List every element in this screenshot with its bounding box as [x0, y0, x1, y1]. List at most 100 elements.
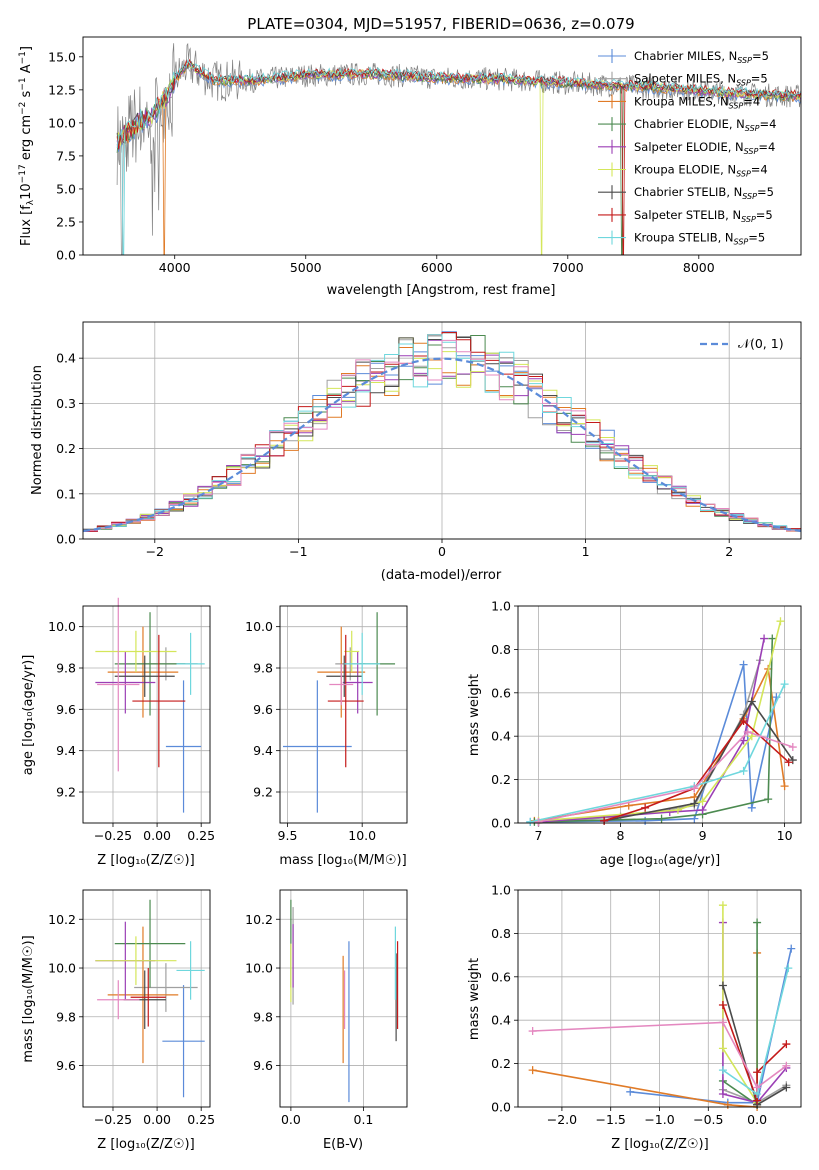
series-marker [641, 803, 650, 812]
mass_vs_ebv-axes: 0.0 0.1 9.6 9.8 10.0 10.2 [245, 912, 373, 1127]
spectrum-axes: 4000 5000 6000 7000 8000 0.0 2.5 5.0 7.5 10.0 12.5… [48, 49, 715, 275]
residuals-axes: −2 −1 0 1 2 0.0 0.1 0.2 0.3 0.4 [56, 351, 733, 559]
spectrum-ylabel-part: erg cm [19, 115, 34, 164]
mw-z-ylabel: mass weight [467, 958, 482, 1040]
age_vs_mass-ytick-label: 9.8 [253, 661, 273, 676]
data-point [165, 680, 202, 813]
legend-nssp: =5 [752, 49, 769, 63]
spectrum-ytick-label: 0.0 [56, 248, 76, 263]
residuals-xtick-label: 2 [725, 544, 733, 559]
mass_vs_z-ytick-label: 10.2 [48, 912, 76, 927]
series-marker [739, 660, 748, 669]
gaussian-legend-label: 𝒩(0, 1) [738, 336, 784, 351]
series-marker [718, 1018, 727, 1027]
mass_weight_vs_z-plot-area [528, 901, 796, 1111]
legend-sub: SSP [736, 170, 751, 179]
spectrum-ytick-label: 15.0 [48, 49, 76, 64]
series-marker [718, 1089, 727, 1098]
age_vs_mass-axes: 9.5 10.0 9.2 9.4 9.6 9.8 10.0 [245, 619, 376, 843]
legend-name: Kroupa MILES, N [634, 94, 729, 108]
spectrum-ylabel-part: A [19, 64, 34, 77]
residuals-ytick-label: 0.1 [56, 486, 76, 501]
data-point [114, 612, 186, 716]
age_vs_z-plot-area [95, 597, 205, 813]
legend-nssp: =4 [751, 163, 768, 177]
residuals-ytick-label: 0.4 [56, 351, 76, 366]
series-marker [718, 1044, 727, 1053]
series-marker [690, 799, 699, 808]
mass_weight_vs_z-ytick-label: 0.0 [491, 1100, 511, 1115]
series-line [603, 699, 794, 822]
legend-label: Kroupa STELIB, NSSP=5 [634, 231, 765, 247]
legend-name: Chabrier STELIB, N [634, 185, 742, 199]
legend-sub: SSP [736, 79, 751, 88]
mass_weight_vs_age-plot-area [526, 617, 797, 827]
mass_vs_ebv-ytick-label: 10.2 [245, 912, 273, 927]
mass_vs_z-frame [82, 889, 211, 1108]
series-marker [698, 805, 707, 814]
mass_weight_vs_age-xtick-label: 10 [777, 828, 793, 843]
legend-sub: SSP [734, 238, 749, 247]
series-marker [626, 1087, 635, 1096]
mass_vs_z-ytick-label: 9.8 [56, 1009, 76, 1024]
mass_weight_vs_age-ytick-label: 1.0 [491, 599, 511, 614]
legend-nssp: =5 [748, 231, 765, 245]
legend-label: Kroupa ELODIE, NSSP=4 [634, 163, 768, 179]
legend-name: Salpeter STELIB, N [634, 208, 741, 222]
data-point [342, 651, 373, 714]
legend-name: Salpeter ELODIE, N [634, 140, 744, 154]
residuals-ylabel: Normed distribution [30, 365, 45, 495]
data-point [327, 634, 364, 768]
age_vs_z-ytick-label: 9.2 [56, 785, 76, 800]
mass_weight_vs_age-ytick-label: 0.2 [491, 772, 511, 787]
series-line [538, 730, 794, 823]
legend-label: Salpeter STELIB, NSSP=5 [634, 208, 773, 224]
mass-z-xlabel: Z [log₁₀(Z/Z☉)] [97, 1137, 194, 1152]
age_vs_z-axes: −0.25 0.00 0.25 9.2 9.4 9.6 9.8 10.0 [48, 619, 215, 843]
legend-name: Chabrier ELODIE, N [634, 117, 745, 131]
spectrum-ylabel-part: −17 [18, 164, 28, 183]
mass_vs_ebv-frame [279, 889, 408, 1108]
data-point [132, 634, 186, 768]
residuals-ytick-label: 0.2 [56, 441, 76, 456]
spectrum-xlabel: wavelength [Angstrom, rest frame] [327, 283, 556, 298]
series-line [532, 1021, 787, 1089]
series-marker [753, 918, 762, 927]
spectrum-ytick-label: 7.5 [56, 148, 76, 163]
spectrum-ylabel-part: −2 [18, 102, 28, 115]
series-marker [528, 1027, 537, 1036]
spectrum-ylabel-part: λ [26, 199, 36, 205]
residuals-ytick-label: 0.3 [56, 396, 76, 411]
legend-sub: SSP [744, 147, 759, 156]
mw-z-xlabel: Z [log₁₀(Z/Z☉)] [611, 1137, 708, 1152]
age_vs_z-ytick-label: 9.8 [56, 661, 76, 676]
age_vs_mass-ytick-label: 9.2 [253, 785, 273, 800]
series-marker [690, 784, 699, 793]
spectrum-plot-area [116, 42, 801, 255]
spectrum-ytick-label: 12.5 [48, 82, 76, 97]
mw-age-ylabel: mass weight [467, 674, 482, 756]
legend-nssp: =4 [743, 94, 760, 108]
series-marker [787, 944, 796, 953]
mass_weight_vs_z-ytick-label: 1.0 [491, 883, 511, 898]
series-marker [747, 803, 756, 812]
residuals-xtick-label: −1 [289, 544, 307, 559]
data-point [130, 968, 166, 1027]
series-marker [743, 727, 752, 736]
data-point [95, 936, 177, 986]
age_vs_z-ytick-label: 9.4 [56, 743, 76, 758]
spectrum-frame [82, 36, 802, 256]
mass-weight-series [534, 617, 785, 825]
mass_vs_ebv-ytick-label: 9.6 [253, 1058, 273, 1073]
data-point [326, 655, 363, 697]
legend-nssp: =5 [757, 185, 774, 199]
histogram-series [83, 339, 801, 532]
mass_vs_z-xtick-label: 0.25 [187, 1112, 215, 1127]
spectrum-xtick-label: 8000 [683, 260, 715, 275]
legend-label: Salpeter ELODIE, NSSP=4 [634, 140, 775, 156]
legend-label: Kroupa MILES, NSSP=4 [634, 94, 760, 110]
mass_vs_ebv-plot-area [290, 899, 399, 1103]
series-marker [526, 817, 535, 826]
residuals-xlabel: (data-model)/error [381, 568, 502, 583]
